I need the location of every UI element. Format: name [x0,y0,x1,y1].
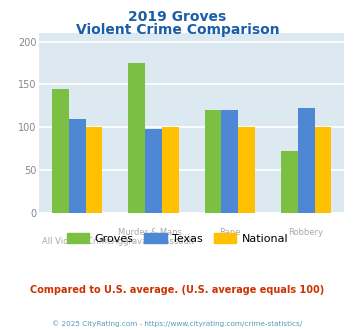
Bar [298,108,315,213]
Bar [129,63,145,213]
Text: Aggravated Assault: Aggravated Assault [112,237,195,246]
Text: Compared to U.S. average. (U.S. average equals 100): Compared to U.S. average. (U.S. average … [31,285,324,295]
Bar [52,89,69,213]
Bar [162,127,179,213]
Bar [69,119,86,213]
Legend: Groves, Texas, National: Groves, Texas, National [62,228,293,248]
Bar [205,110,222,213]
Text: Violent Crime Comparison: Violent Crime Comparison [76,23,279,37]
Text: 2019 Groves: 2019 Groves [129,10,226,24]
Text: Murder & Mans...: Murder & Mans... [118,228,190,237]
Bar [315,127,331,213]
Bar [238,127,255,213]
Text: Robbery: Robbery [289,228,324,237]
Text: © 2025 CityRating.com - https://www.cityrating.com/crime-statistics/: © 2025 CityRating.com - https://www.city… [53,320,302,327]
Bar [145,129,162,213]
Bar [86,127,102,213]
Bar [281,151,298,213]
Text: Rape: Rape [219,228,241,237]
Text: All Violent Crime: All Violent Crime [42,237,112,246]
Bar [222,110,238,213]
